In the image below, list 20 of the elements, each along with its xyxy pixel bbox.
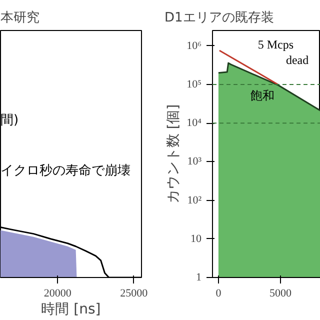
y-tick-label: 10 <box>190 232 202 245</box>
chart-title: D1エリアの既存装 <box>164 10 274 26</box>
x-tick-label: 0 <box>216 288 222 300</box>
y-tick-label: 10⁶ <box>186 40 202 52</box>
annotation: 飽和 <box>250 88 274 102</box>
text: イクロ秒の寿命で崩壊 <box>0 164 130 179</box>
x-tick-label: 20000 <box>44 288 72 300</box>
chart-title: 本研究 <box>0 10 40 26</box>
y-tick-label: 10² <box>187 194 202 206</box>
annotation: dead <box>286 52 309 67</box>
annotation: 5 Mcps <box>258 38 294 52</box>
y-tick-label: 10⁴ <box>186 117 202 130</box>
x-tick-label: 25000 <box>120 288 148 300</box>
y-axis-title: カウント数 [個] <box>166 104 182 204</box>
y-tick-label: 10³ <box>187 156 202 168</box>
x-axis-title: 時間 [ns] <box>41 302 101 318</box>
y-tick-label: 1 <box>196 272 202 284</box>
text: 間) <box>0 113 19 128</box>
y-tick-label: 10⁵ <box>186 78 202 90</box>
x-tick-label: 5000 <box>269 288 292 300</box>
